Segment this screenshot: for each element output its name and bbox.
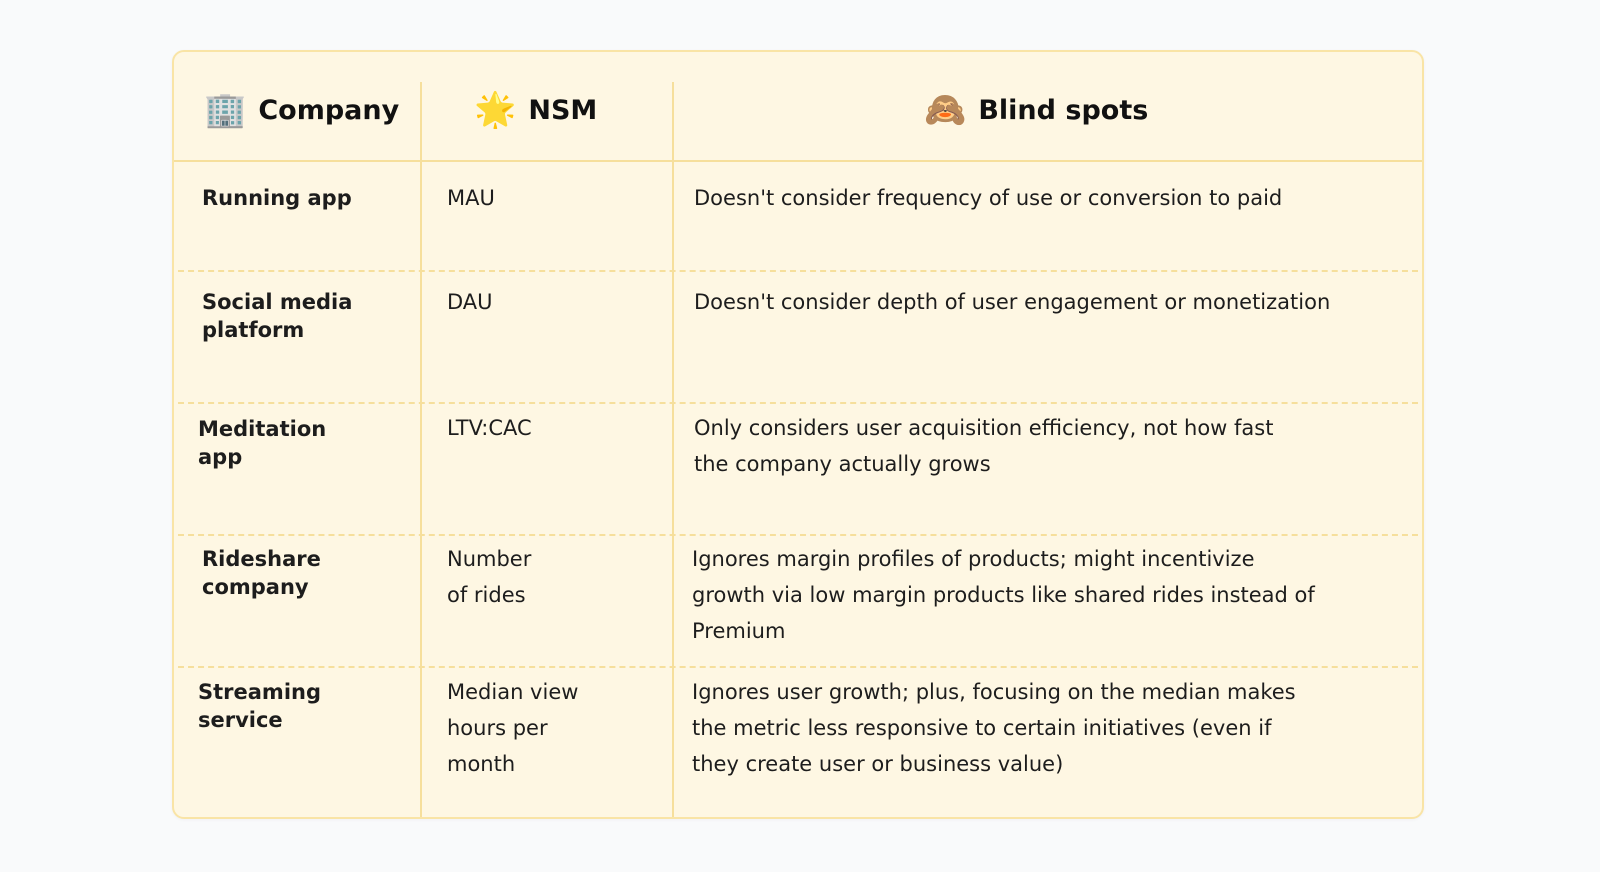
column-header-nsm: 🌟 NSM [474,86,597,134]
column-header-label: NSM [528,94,598,126]
column-divider [672,82,674,817]
company-cell: Rideshare company [202,547,321,599]
company-cell: Streaming service [198,680,321,732]
nsm-cell: MAU [447,186,495,210]
company-cell: Social media platform [202,290,353,342]
row-divider [178,534,1418,536]
column-divider [420,82,422,817]
see-no-evil-monkey-icon: 🙈 [924,90,967,130]
column-header-blind-spots: 🙈 Blind spots [924,86,1148,134]
star-icon: 🌟 [474,90,517,130]
nsm-cell: LTV:CAC [447,416,532,440]
blind-spots-cell: Ignores margin profiles of products; mig… [692,547,1315,643]
company-cell: Running app [202,186,352,210]
row-divider [178,270,1418,272]
nsm-cell: Number of rides [447,547,532,607]
nsm-cell: Median view hours per month [447,680,579,776]
row-divider [178,402,1418,404]
blind-spots-cell: Ignores user growth; plus, focusing on t… [692,680,1296,776]
row-divider [178,666,1418,668]
header-divider [174,160,1422,162]
column-header-label: Blind spots [978,94,1149,126]
nsm-cell: DAU [447,290,493,314]
office-building-icon: 🏢 [204,90,247,130]
column-header-company: 🏢 Company [204,86,399,134]
company-cell: Meditation app [198,417,327,469]
column-header-label: Company [258,94,400,126]
blind-spots-cell: Only considers user acquisition efficien… [694,416,1274,476]
blind-spots-cell: Doesn't consider depth of user engagemen… [694,290,1331,314]
nsm-blind-spots-table: 🏢 Company 🌟 NSM 🙈 Blind spots Running ap… [172,50,1424,819]
blind-spots-cell: Doesn't consider frequency of use or con… [694,186,1283,210]
